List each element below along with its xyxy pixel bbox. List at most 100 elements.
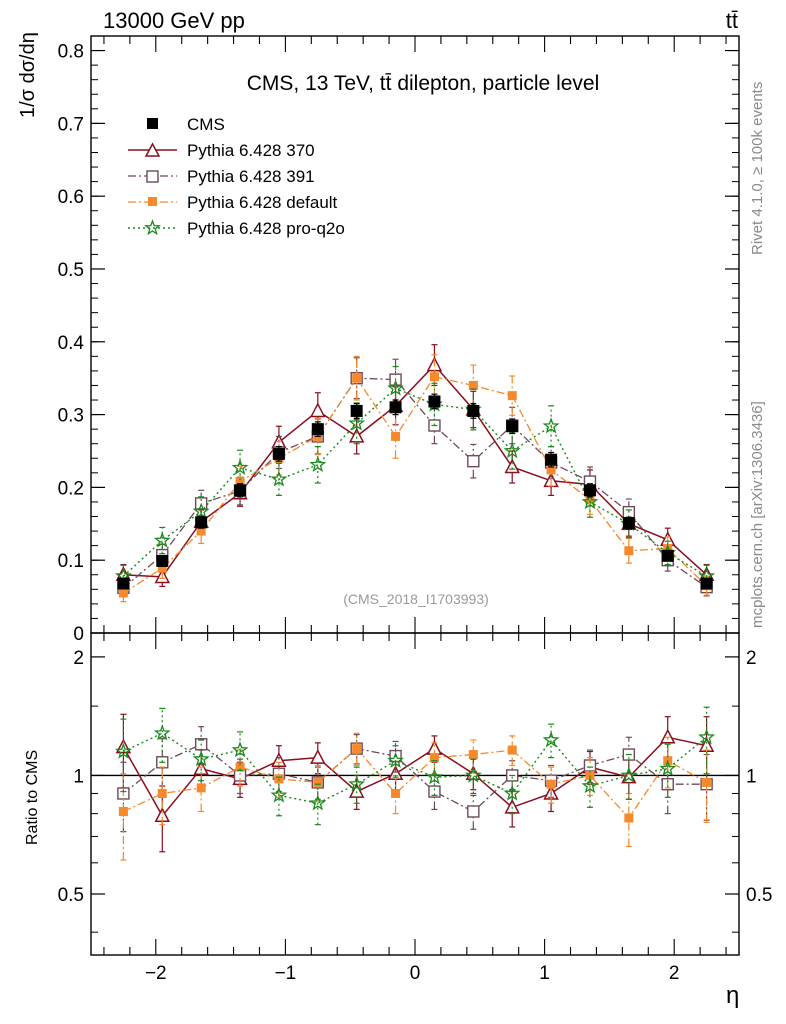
main-point-cms-11 <box>545 453 558 466</box>
process-label: tt̄ <box>726 8 738 33</box>
main-point-p370-10 <box>504 458 520 474</box>
main-line-pproq2o <box>122 387 707 577</box>
energy-label: 13000 GeV pp <box>103 8 245 33</box>
ratio-point-pproq2o-12 <box>581 777 599 794</box>
ratio-point-pdefault-9 <box>468 750 478 760</box>
ratio-point-pdefault-13 <box>624 813 634 823</box>
legend-marker-pproq2o <box>144 219 161 236</box>
main-point-pproq2o-11 <box>542 417 560 434</box>
main-y-axis-label: 1/σ dσ/dη <box>17 32 39 118</box>
ratio-plot-frame <box>90 632 740 956</box>
legend-marker-pdefault <box>148 197 157 206</box>
main-point-pproq2o-1 <box>153 531 171 548</box>
ratio-series-p391 <box>117 726 713 833</box>
xtick-label-4: 2 <box>669 963 680 984</box>
main-ytick-label-1: 0.2 <box>58 478 84 499</box>
main-point-cms-3 <box>234 484 247 497</box>
legend-label-pdefault: Pythia 6.428 default <box>187 193 338 212</box>
main-point-cms-13 <box>622 517 635 530</box>
main-point-pproq2o-12 <box>581 493 599 510</box>
main-point-pdefault-11 <box>546 465 556 475</box>
main-point-pproq2o-7 <box>387 379 404 396</box>
legend-entry-p370: Pythia 6.428 370 <box>128 141 315 160</box>
ratio-point-p370-4 <box>271 752 287 767</box>
main-point-cms-10 <box>506 420 519 433</box>
main-point-pdefault-8 <box>429 372 439 382</box>
ratio-ytick-label-right-0: 0.5 <box>746 885 772 906</box>
main-point-pdefault-7 <box>391 431 401 441</box>
ratio-point-pdefault-0 <box>118 806 128 816</box>
main-point-pdefault-3 <box>235 477 245 487</box>
ratio-line-pproq2o <box>123 732 708 804</box>
ratio-point-pdefault-5 <box>313 777 323 787</box>
ratio-ytick-label-right-2: 2 <box>746 648 757 669</box>
ratio-point-pproq2o-9 <box>464 766 482 783</box>
ratio-point-pdefault-10 <box>507 745 517 755</box>
ratio-point-pdefault-15 <box>702 777 712 787</box>
main-series-p370 <box>115 344 715 588</box>
main-point-pdefault-9 <box>468 380 478 390</box>
legend-marker-p370 <box>144 142 161 157</box>
xtick-label-2: 0 <box>410 963 421 984</box>
ratio-series-p370 <box>115 713 715 853</box>
ratio-series-pdefault <box>118 732 712 861</box>
legend-marker-p391 <box>146 170 159 183</box>
main-point-cms-2 <box>195 516 208 529</box>
main-point-cms-12 <box>583 484 596 497</box>
main-point-p370-6 <box>348 427 365 443</box>
x-axis-label: η <box>726 982 739 1009</box>
main-point-cms-6 <box>350 404 363 417</box>
xtick-label-1: −1 <box>275 963 297 984</box>
main-ytick-label-0: 0.1 <box>58 551 84 572</box>
main-point-cms-9 <box>467 404 480 417</box>
ratio-point-pproq2o-3 <box>231 741 249 758</box>
legend-entry-pproq2o: Pythia 6.428 pro-q2o <box>128 219 345 238</box>
main-point-cms-4 <box>272 447 285 460</box>
main-point-pdefault-10 <box>507 391 517 401</box>
main-y-zero-label: 0 <box>73 624 84 645</box>
legend-label-cms: CMS <box>187 115 225 134</box>
main-point-cms-8 <box>428 395 441 408</box>
ratio-point-pproq2o-2 <box>192 750 210 767</box>
legend-label-p370: Pythia 6.428 370 <box>187 141 315 160</box>
ratio-point-pproq2o-7 <box>387 751 404 768</box>
main-series-cms <box>117 393 713 590</box>
main-line-pdefault <box>123 375 708 594</box>
main-point-p391-9 <box>467 454 480 468</box>
main-ytick-label-6: 0.7 <box>58 114 84 135</box>
main-point-cms-0 <box>117 577 130 590</box>
main-point-pproq2o-10 <box>503 442 521 459</box>
ratio-ytick-label-left-0: 0.5 <box>58 885 84 906</box>
ratio-point-pproq2o-0 <box>114 742 132 759</box>
ratio-ytick-label-right-1: 1 <box>746 766 757 787</box>
main-plot-title: CMS, 13 TeV, tt̄ dilepton, particle leve… <box>247 72 600 95</box>
ratio-point-pproq2o-1 <box>153 724 171 741</box>
ratio-point-p370-5 <box>310 748 326 764</box>
ratio-point-pproq2o-6 <box>348 775 366 792</box>
ratio-point-p391-8 <box>428 785 441 798</box>
main-point-pproq2o-5 <box>309 455 327 472</box>
main-line-p370 <box>123 363 708 578</box>
main-point-pdefault-2 <box>196 526 206 536</box>
main-point-pproq2o-2 <box>192 502 210 519</box>
legend-label-pproq2o: Pythia 6.428 pro-q2o <box>187 219 345 238</box>
main-ytick-label-4: 0.5 <box>58 260 84 281</box>
ratio-point-pproq2o-11 <box>542 731 560 748</box>
xtick-label-3: 1 <box>539 963 550 984</box>
main-point-pdefault-12 <box>585 495 595 505</box>
main-series-pproq2o <box>114 365 716 588</box>
legend-entry-p391: Pythia 6.428 391 <box>128 167 315 186</box>
ratio-point-pproq2o-10 <box>503 784 521 801</box>
legend-entry-cms: CMS <box>147 115 225 134</box>
ratio-line-p391 <box>122 743 707 813</box>
ratio-point-pdefault-3 <box>235 762 245 772</box>
ratio-point-p391-9 <box>467 805 480 818</box>
main-ytick-label-2: 0.3 <box>58 406 84 427</box>
ratio-point-pproq2o-5 <box>309 794 327 811</box>
ratio-line-pdefault <box>123 747 707 819</box>
ratio-point-pdefault-7 <box>391 788 401 798</box>
main-series-p391 <box>117 357 713 598</box>
ratio-ytick-label-left-1: 1 <box>73 766 84 787</box>
main-point-pproq2o-6 <box>348 414 366 431</box>
